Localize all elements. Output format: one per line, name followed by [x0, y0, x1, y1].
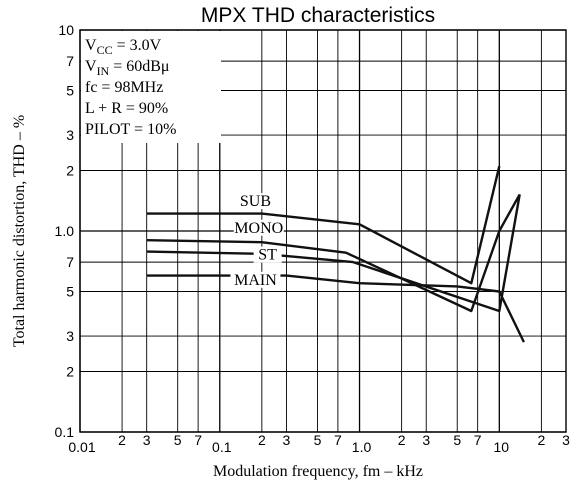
series-label-bg — [230, 271, 281, 288]
condition-line: L + R = 90% — [85, 100, 168, 117]
x-tick-label: 2 — [398, 432, 406, 448]
series-label-bg — [253, 246, 282, 263]
series-label-bg — [235, 193, 275, 210]
y-tick-label: 3 — [66, 127, 74, 143]
x-tick-label: 3 — [562, 432, 570, 448]
x-tick-label: 0.1 — [212, 439, 232, 455]
x-tick-label: 7 — [194, 432, 202, 448]
x-tick-label: 7 — [474, 432, 482, 448]
y-axis-label: Total harmonic distortion, THD – % — [11, 115, 28, 347]
y-tick-label: 2 — [66, 162, 74, 178]
series-label-mono: MONO — [234, 220, 283, 237]
x-tick-label: 10 — [494, 439, 510, 455]
x-axis-label: Modulation frequency, fm – kHz — [213, 463, 423, 480]
plot-frame — [79, 29, 567, 433]
y-tick-label: 5 — [66, 83, 74, 99]
y-tick-label: 0.1 — [55, 424, 75, 440]
y-tick-label: 1.0 — [55, 223, 75, 239]
series-label-st: ST — [258, 247, 277, 264]
x-tick-label: 5 — [174, 432, 182, 448]
y-tick-label: 5 — [66, 284, 74, 300]
x-tick-label: 0.01 — [68, 439, 95, 455]
chart-title: MPX THD characteristics — [201, 4, 435, 27]
y-tick-label: 7 — [66, 53, 74, 69]
conditions-bg — [81, 31, 221, 143]
y-tick-label: 2 — [66, 363, 74, 379]
condition-line: VIN = 60dBμ — [85, 58, 170, 78]
condition-line: fc = 98MHz — [85, 79, 163, 96]
x-tick-label: 1.0 — [352, 439, 372, 455]
y-tick-labels: 10 7 5 3 2 1.0 7 5 3 2 0.1 — [55, 22, 75, 440]
condition-line: PILOT = 10% — [85, 121, 176, 138]
x-tick-label: 5 — [453, 432, 461, 448]
series-label-sub: SUB — [240, 193, 271, 210]
x-tick-labels: 0.01 2 3 5 7 0.1 2 3 5 7 1.0 2 3 5 7 10 2 3 — [68, 432, 570, 455]
series-line-st — [146, 194, 521, 313]
y-tick-label: 7 — [66, 254, 74, 270]
x-tick-label: 7 — [334, 432, 342, 448]
y-tick-label: 10 — [58, 22, 74, 38]
y-tick-label: 3 — [66, 328, 74, 344]
condition-line: VCC = 3.0V — [85, 37, 162, 57]
series-lines — [146, 165, 525, 343]
x-tick-label: 3 — [143, 432, 151, 448]
series-label-main: MAIN — [234, 272, 277, 289]
x-tick-label: 2 — [118, 432, 126, 448]
x-tick-label: 2 — [537, 432, 545, 448]
x-tick-label: 2 — [258, 432, 266, 448]
x-tick-label: 5 — [314, 432, 322, 448]
series-label-bg — [233, 219, 284, 236]
x-tick-label: 3 — [283, 432, 291, 448]
series-labels: SUB MONO ST MAIN — [230, 193, 284, 289]
x-tick-label: 3 — [422, 432, 430, 448]
series-line-sub — [146, 165, 501, 285]
